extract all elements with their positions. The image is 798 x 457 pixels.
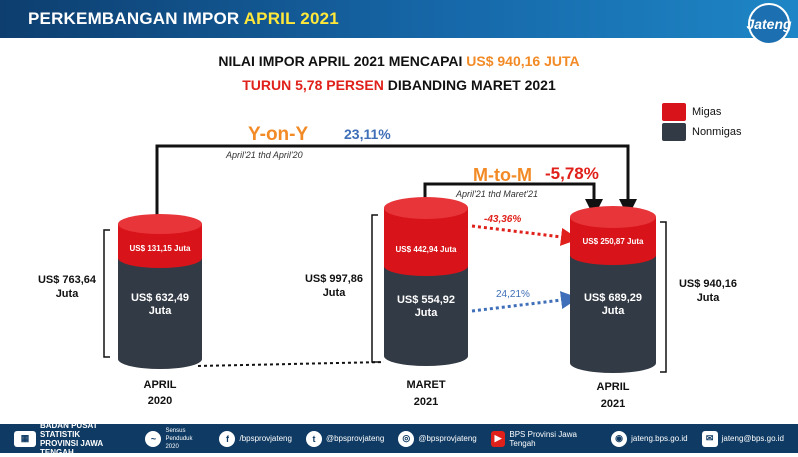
headline-line-1-value: US$ 940,16 JUTA — [466, 53, 580, 69]
bps-logo-icon: ▦ — [14, 430, 36, 447]
year-april-2020: 2020 — [147, 395, 173, 407]
org-line-1: BADAN PUSAT STATISTIK — [39, 420, 98, 439]
legend-migas-label: Migas — [692, 106, 722, 118]
bracket-april-2021 — [660, 221, 667, 373]
migas-value-april-2020: US$ 131,15 Juta — [129, 244, 191, 253]
youtube-icon: ▶ — [490, 430, 506, 447]
mail-icon: ✉ — [701, 430, 718, 447]
migas-value-maret-2021: US$ 442,94 Juta — [395, 245, 457, 254]
title-prefix: PERKEMBANGAN IMPOR — [28, 9, 240, 28]
yoy-value: 23,11% — [344, 126, 391, 142]
instagram-text: @bpsprovjateng — [418, 434, 477, 443]
total-value-april-2020: US$ 763,64 — [37, 274, 97, 286]
legend-migas-swatch — [662, 103, 686, 121]
page-title: PERKEMBANGAN IMPOR APRIL 2021 — [28, 9, 339, 29]
sensus-logo-icon: ~ — [145, 430, 162, 447]
email-text: jateng@bps.go.id — [721, 434, 784, 443]
twitter-icon: t — [305, 430, 322, 447]
jateng-logo: Jateng — [746, 3, 792, 45]
sensus-badge: ~ Sensus Penduduk 2020 — [145, 427, 205, 451]
nonmigas-unit-april-2020: Juta — [148, 305, 172, 317]
footer-email[interactable]: ✉ jateng@bps.go.id — [701, 430, 784, 447]
baseline-dotted — [197, 361, 385, 367]
facebook-icon: f — [219, 430, 236, 447]
sensus-text: Sensus Penduduk 2020 — [165, 427, 193, 450]
period-maret-2021: MARET — [406, 379, 446, 391]
instagram-icon: ◎ — [398, 430, 415, 447]
nonmigas-change-label: 24,21% — [496, 289, 530, 300]
mtm-caption: April'21 thd Maret'21 — [456, 189, 538, 199]
footer-youtube[interactable]: ▶ BPS Provinsi Jawa Tengah — [490, 429, 597, 448]
footer-facebook[interactable]: f /bpsprovjateng — [219, 430, 292, 447]
headline-line-1-text: NILAI IMPOR APRIL 2021 MENCAPAI — [218, 53, 463, 69]
yoy-caption: April'21 thd April'20 — [226, 150, 303, 160]
legend-nonmigas: Nonmigas — [662, 123, 742, 141]
period-april-2020: APRIL — [143, 379, 177, 391]
period-april-2021: APRIL — [596, 381, 630, 393]
nonmigas-change-arrow — [471, 291, 579, 313]
nonmigas-unit-april-2021: Juta — [601, 305, 625, 317]
headline-line-2: TURUN 5,78 PERSEN DIBANDING MARET 2021 — [0, 77, 798, 93]
globe-icon: ◉ — [611, 430, 628, 447]
migas-change-label: -43,36% — [484, 214, 522, 225]
total-value-maret-2021: US$ 997,86 — [304, 273, 364, 285]
migas-change-arrow — [471, 224, 579, 246]
headline-line-2-text: DIBANDING MARET 2021 — [387, 77, 556, 93]
bps-org: ▦ BADAN PUSAT STATISTIK PROVINSI JAWA TE… — [14, 421, 131, 457]
nonmigas-unit-maret-2021: Juta — [414, 307, 438, 319]
footer-instagram[interactable]: ◎ @bpsprovjateng — [398, 430, 477, 447]
legend-nonmigas-swatch — [662, 123, 686, 141]
nonmigas-value-april-2021: US$ 689,29 — [583, 292, 643, 304]
nonmigas-value-april-2020: US$ 632,49 — [130, 292, 190, 304]
cylinder-april-2020 — [118, 214, 202, 369]
cylinder-maret-2021 — [384, 197, 468, 366]
total-value-april-2021: US$ 940,16 — [678, 278, 738, 290]
year-maret-2021: 2021 — [413, 396, 439, 408]
legend-nonmigas-label: Nonmigas — [692, 126, 742, 138]
twitter-text: @bpsprovjateng — [325, 434, 385, 443]
footer-bar: ▦ BADAN PUSAT STATISTIK PROVINSI JAWA TE… — [0, 421, 798, 457]
total-value-unit-maret-2021: Juta — [322, 287, 346, 299]
yoy-label: Y-on-Y — [248, 124, 309, 145]
mtm-connector-line — [423, 182, 603, 217]
org-line-2: PROVINSI JAWA TENGAH — [39, 438, 103, 457]
total-unit-april-2020: Juta — [55, 288, 79, 300]
mtm-value: -5,78% — [545, 164, 599, 183]
legend-migas: Migas — [662, 103, 721, 121]
headline-line-1: NILAI IMPOR APRIL 2021 MENCAPAI US$ 940,… — [0, 53, 798, 69]
total-unit-april-2021: Juta — [696, 292, 720, 304]
header-bar: PERKEMBANGAN IMPOR APRIL 2021 Jateng — [0, 0, 798, 45]
bracket-maret-2021 — [371, 214, 378, 363]
footer-web[interactable]: ◉ jateng.bps.go.id — [611, 430, 688, 447]
migas-value-april-2021: US$ 250,87 Juta — [582, 237, 644, 246]
facebook-text: /bpsprovjateng — [239, 434, 292, 443]
bracket-april-2020 — [103, 229, 110, 358]
footer-twitter[interactable]: t @bpsprovjateng — [305, 430, 385, 447]
yoy-connector-line — [155, 144, 637, 222]
mtm-label: M-to-M — [473, 165, 532, 185]
nonmigas-value-maret-2021: US$ 554,92 — [396, 294, 456, 306]
bps-org-text: BADAN PUSAT STATISTIK PROVINSI JAWA TENG… — [40, 421, 132, 457]
year-april-2021: 2021 — [600, 398, 626, 410]
title-highlight: APRIL 2021 — [243, 9, 339, 28]
cylinder-april-2021 — [570, 206, 656, 373]
web-text: jateng.bps.go.id — [631, 434, 688, 443]
youtube-text: BPS Provinsi Jawa Tengah — [509, 429, 577, 448]
headline-line-2-red: TURUN 5,78 PERSEN — [242, 77, 384, 93]
